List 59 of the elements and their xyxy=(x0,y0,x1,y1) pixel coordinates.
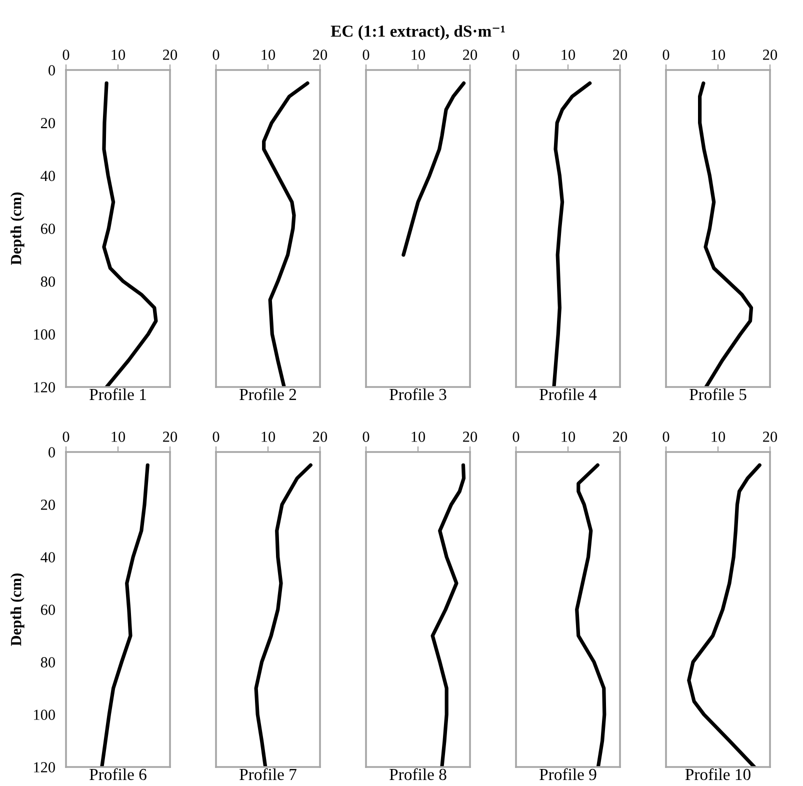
x-tick-label: 20 xyxy=(463,50,478,60)
line-series xyxy=(100,463,150,767)
x-tick-label: 10 xyxy=(262,50,276,60)
x-axis-title: Profile 8 xyxy=(390,768,446,780)
x-tick-label: 10 xyxy=(412,50,426,60)
x-tick-label: 0 xyxy=(362,50,370,60)
x-tick-label: 0 xyxy=(212,432,220,442)
chart-title: EC (1:1 extract), dS·m⁻¹ xyxy=(330,25,505,40)
x-tick-label: 0 xyxy=(62,50,70,60)
y-tick-label: 100 xyxy=(34,710,55,720)
y-tick-label: 0 xyxy=(48,447,55,458)
y-tick-label: 80 xyxy=(40,657,55,668)
x-tick-label: 10 xyxy=(112,50,126,60)
x-axis-title: Profile 6 xyxy=(90,768,146,780)
y-tick-label: 60 xyxy=(40,604,55,615)
y-tick-label: 0 xyxy=(48,65,55,76)
x-tick-label: 0 xyxy=(212,50,220,60)
x-tick-label: 20 xyxy=(313,432,328,442)
x-tick-label: 10 xyxy=(562,432,576,442)
x-tick-label: 20 xyxy=(763,432,778,442)
y-tick-label: 40 xyxy=(40,170,55,182)
x-tick-label: 10 xyxy=(112,432,126,442)
x-tick-label: 10 xyxy=(712,432,726,442)
x-axis-title: Profile 1 xyxy=(90,388,146,400)
x-tick-label: 0 xyxy=(62,432,70,442)
y-axis-title: Depth (cm) xyxy=(10,573,24,646)
x-tick-label: 20 xyxy=(163,432,178,442)
x-tick-label: 20 xyxy=(163,50,178,60)
x-tick-label: 20 xyxy=(613,432,628,442)
y-tick-label: 100 xyxy=(34,329,55,340)
y-tick-label: 80 xyxy=(40,276,55,287)
x-tick-label: 10 xyxy=(412,432,426,442)
y-axis-title: Depth (cm) xyxy=(10,192,24,265)
x-axis-title: Profile 5 xyxy=(690,388,746,400)
x-tick-label: 10 xyxy=(712,50,726,60)
x-axis-title: Profile 7 xyxy=(240,768,296,780)
x-tick-label: 0 xyxy=(512,432,520,442)
x-tick-label: 0 xyxy=(662,432,670,442)
line-series xyxy=(102,81,158,387)
x-tick-label: 10 xyxy=(262,432,276,442)
y-tick-label: 120 xyxy=(34,762,55,772)
x-axis-title: Profile 2 xyxy=(240,388,296,400)
x-axis-title: Profile 3 xyxy=(390,388,446,400)
x-axis-title: Profile 10 xyxy=(685,768,750,780)
x-tick-label: 0 xyxy=(662,50,670,60)
x-tick-label: 10 xyxy=(562,50,576,60)
y-tick-label: 20 xyxy=(40,500,55,510)
x-tick-label: 0 xyxy=(512,50,520,60)
x-axis-title: Profile 9 xyxy=(540,768,596,780)
x-tick-label: 0 xyxy=(362,432,370,442)
x-axis-title: Profile 4 xyxy=(540,388,597,400)
x-tick-label: 20 xyxy=(463,432,478,442)
y-tick-label: 120 xyxy=(34,382,55,392)
y-tick-label: 40 xyxy=(40,552,55,562)
x-tick-label: 20 xyxy=(613,50,628,60)
x-tick-label: 20 xyxy=(313,50,328,60)
y-tick-label: 60 xyxy=(40,224,55,234)
x-tick-label: 20 xyxy=(763,50,778,60)
y-tick-label: 20 xyxy=(40,118,55,128)
